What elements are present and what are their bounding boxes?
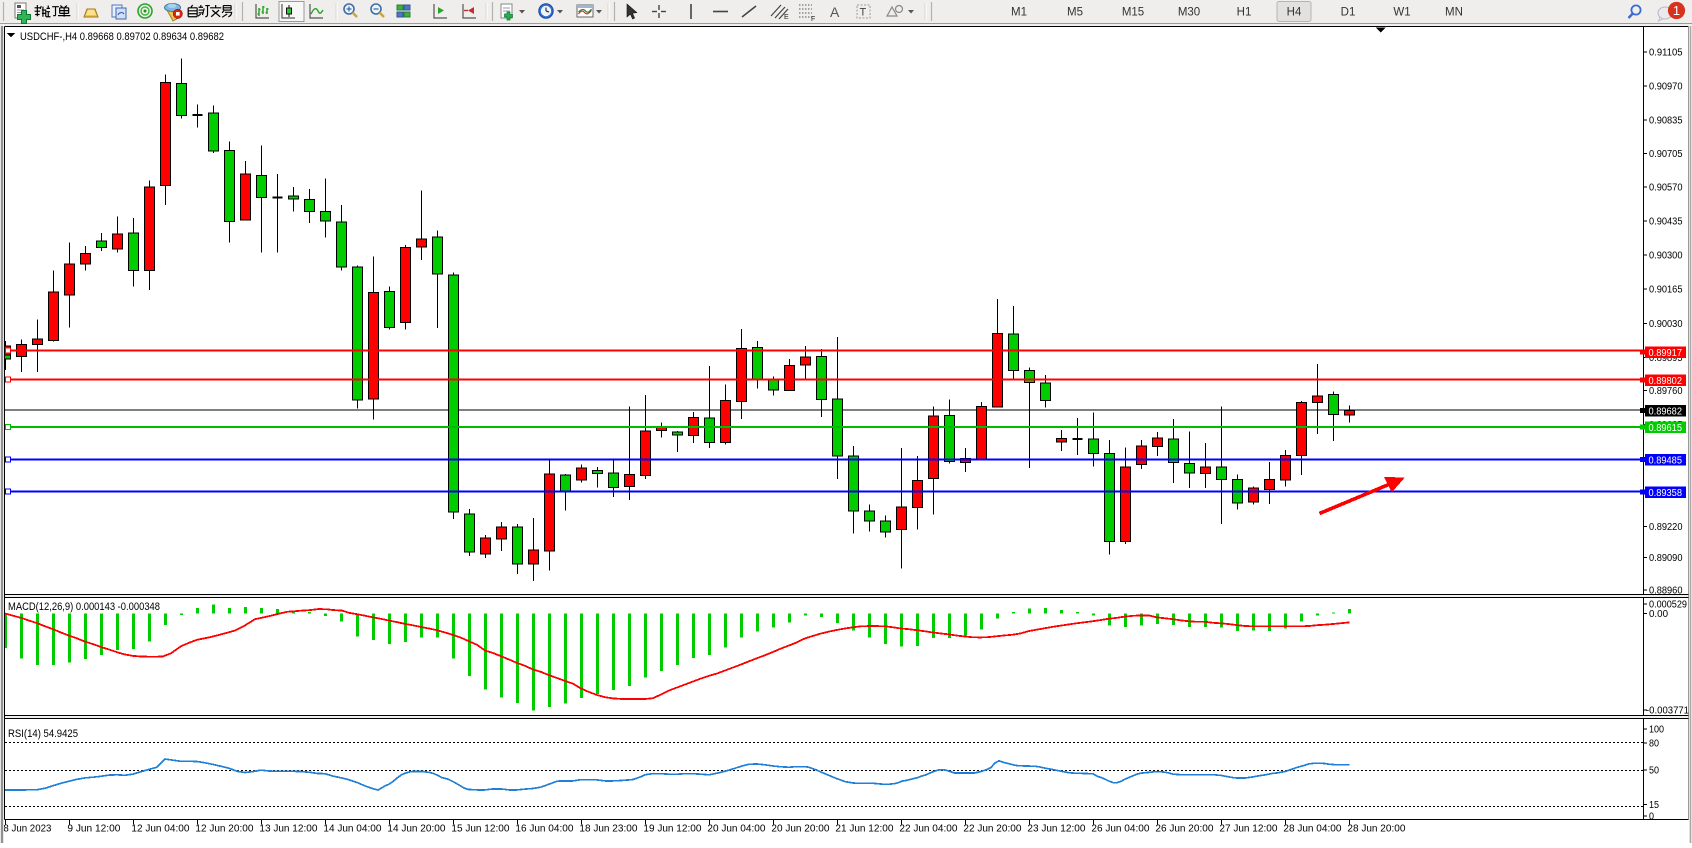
- svg-text:26 Jun 20:00: 26 Jun 20:00: [1155, 823, 1213, 835]
- svg-text:0.89090: 0.89090: [1649, 553, 1683, 564]
- svg-text:16 Jun 04:00: 16 Jun 04:00: [515, 823, 573, 835]
- svg-text:MN: MN: [1445, 7, 1463, 19]
- svg-text:-0.003771: -0.003771: [1646, 706, 1689, 717]
- svg-text:27 Jun 12:00: 27 Jun 12:00: [1219, 823, 1277, 835]
- svg-text:A: A: [830, 4, 840, 20]
- svg-text:0.89220: 0.89220: [1649, 522, 1683, 533]
- svg-text:M1: M1: [1011, 7, 1027, 19]
- svg-text:9 Jun 12:00: 9 Jun 12:00: [67, 823, 120, 835]
- svg-text:12 Jun 04:00: 12 Jun 04:00: [131, 823, 189, 835]
- svg-text:M15: M15: [1122, 7, 1144, 19]
- svg-text:0.90970: 0.90970: [1649, 82, 1683, 93]
- svg-text:14 Jun 04:00: 14 Jun 04:00: [323, 823, 381, 835]
- svg-text:15 Jun 12:00: 15 Jun 12:00: [451, 823, 509, 835]
- svg-text:20 Jun 20:00: 20 Jun 20:00: [771, 823, 829, 835]
- svg-text:0.89802: 0.89802: [1649, 376, 1683, 387]
- svg-text:0.90570: 0.90570: [1649, 183, 1683, 194]
- svg-text:M5: M5: [1067, 7, 1083, 19]
- svg-text:H4: H4: [1287, 7, 1302, 19]
- svg-text:0.90165: 0.90165: [1649, 285, 1683, 296]
- svg-text:0.89760: 0.89760: [1649, 386, 1683, 397]
- svg-text:22 Jun 04:00: 22 Jun 04:00: [899, 823, 957, 835]
- svg-text:0.90835: 0.90835: [1649, 116, 1683, 127]
- svg-text:0.000529: 0.000529: [1649, 600, 1687, 611]
- svg-text:19 Jun 12:00: 19 Jun 12:00: [643, 823, 701, 835]
- svg-text:0.90705: 0.90705: [1649, 149, 1683, 160]
- svg-text:0.89615: 0.89615: [1649, 423, 1683, 434]
- svg-text:F: F: [811, 16, 815, 23]
- svg-text:H1: H1: [1237, 7, 1252, 19]
- svg-text:RSI(14) 54.9425: RSI(14) 54.9425: [8, 728, 78, 740]
- svg-text:50: 50: [1649, 766, 1659, 777]
- svg-text:0: 0: [1649, 812, 1654, 823]
- svg-text:MACD(12,26,9) 0.000143 -0.0003: MACD(12,26,9) 0.000143 -0.000348: [8, 601, 160, 613]
- svg-text:0.90435: 0.90435: [1649, 217, 1683, 228]
- svg-text:14 Jun 20:00: 14 Jun 20:00: [387, 823, 445, 835]
- svg-text:18 Jun 23:00: 18 Jun 23:00: [579, 823, 637, 835]
- svg-text:23 Jun 12:00: 23 Jun 12:00: [1027, 823, 1085, 835]
- svg-text:M30: M30: [1178, 7, 1200, 19]
- svg-text:22 Jun 20:00: 22 Jun 20:00: [963, 823, 1021, 835]
- svg-text:15: 15: [1649, 800, 1659, 811]
- svg-text:28 Jun 04:00: 28 Jun 04:00: [1283, 823, 1341, 835]
- svg-text:0.90300: 0.90300: [1649, 251, 1683, 262]
- svg-text:USDCHF-,H4 0.89668 0.89702 0.: USDCHF-,H4 0.89668 0.89702 0.89634 0.896…: [20, 31, 224, 43]
- svg-text:100: 100: [1649, 725, 1664, 736]
- svg-text:28 Jun 20:00: 28 Jun 20:00: [1347, 823, 1405, 835]
- svg-text:0.00: 0.00: [1649, 609, 1668, 620]
- svg-text:12 Jun 20:00: 12 Jun 20:00: [195, 823, 253, 835]
- svg-text:0.89682: 0.89682: [1649, 406, 1683, 417]
- svg-text:0.90030: 0.90030: [1649, 319, 1683, 330]
- svg-text:0.89485: 0.89485: [1649, 456, 1683, 467]
- svg-text:0.91105: 0.91105: [1649, 47, 1683, 58]
- svg-text:0.89917: 0.89917: [1649, 348, 1683, 359]
- svg-text:21 Jun 12:00: 21 Jun 12:00: [835, 823, 893, 835]
- svg-text:0.89895: 0.89895: [1649, 353, 1683, 364]
- svg-text:0.88960: 0.88960: [1649, 586, 1683, 597]
- svg-text:1: 1: [1673, 3, 1680, 18]
- svg-text:0.89358: 0.89358: [1649, 488, 1683, 499]
- svg-text:T: T: [860, 7, 867, 19]
- svg-text:13 Jun 12:00: 13 Jun 12:00: [259, 823, 317, 835]
- svg-text:W1: W1: [1393, 7, 1410, 19]
- svg-text:8 Jun 2023: 8 Jun 2023: [3, 823, 51, 835]
- svg-text:80: 80: [1649, 739, 1659, 750]
- svg-text:26 Jun 04:00: 26 Jun 04:00: [1091, 823, 1149, 835]
- svg-text:D1: D1: [1341, 7, 1356, 19]
- svg-text:20 Jun 04:00: 20 Jun 04:00: [707, 823, 765, 835]
- svg-text:E: E: [784, 14, 789, 21]
